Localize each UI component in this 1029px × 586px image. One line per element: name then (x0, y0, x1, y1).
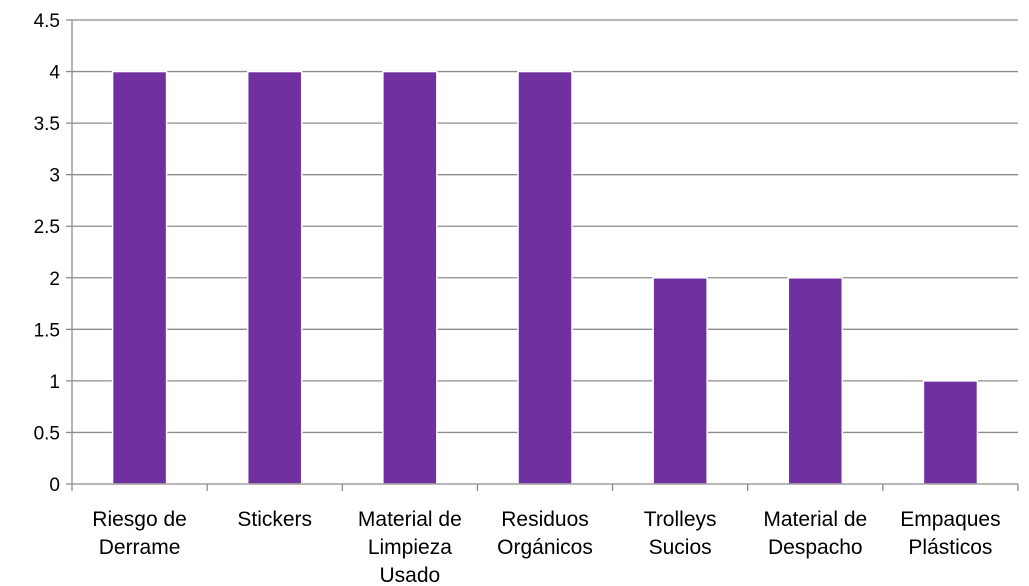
y-tick-label: 0.5 (34, 423, 60, 444)
y-tick-label: 3.5 (34, 114, 60, 135)
y-tick-label: 3 (49, 166, 60, 187)
x-category-label: Limpieza (368, 536, 452, 559)
y-tick-label: 2.5 (34, 217, 60, 238)
x-category-label: Derrame (99, 536, 181, 559)
x-category-label: Orgánicos (497, 536, 593, 559)
bar (246, 70, 303, 485)
x-category-label: Riesgo de (92, 508, 187, 531)
x-category-label: Residuos (501, 508, 589, 531)
axes (66, 19, 1019, 491)
y-tick-label: 1.5 (34, 320, 60, 341)
y-tick-label: 2 (49, 269, 60, 290)
x-category-label: Stickers (237, 508, 312, 531)
y-tick-label: 4 (49, 63, 60, 84)
x-category-label: Material de (763, 508, 867, 531)
bar (111, 70, 168, 485)
bar (652, 277, 708, 485)
bars (111, 70, 979, 485)
bar (382, 70, 438, 485)
bar (517, 70, 573, 485)
x-category-label: Usado (380, 564, 441, 586)
y-tick-label: 1 (49, 372, 60, 393)
x-category-label: Empaques (900, 508, 1000, 531)
y-tick-labels: 0 0.5 1 1.5 2 2.5 3 3.5 4 4.5 (34, 11, 61, 496)
x-category-label: Sucios (649, 536, 712, 559)
y-tick-label: 4.5 (34, 11, 60, 32)
bar (787, 277, 844, 485)
x-category-label: Trolleys (644, 508, 717, 531)
x-category-label: Despacho (768, 536, 863, 559)
bar (922, 380, 979, 485)
y-tick-label: 0 (49, 475, 60, 496)
x-category-label: Material de (358, 508, 462, 531)
x-category-label: Plásticos (908, 536, 992, 559)
x-category-labels: Riesgo de Derrame Stickers Material de Limpi… (92, 508, 1000, 586)
